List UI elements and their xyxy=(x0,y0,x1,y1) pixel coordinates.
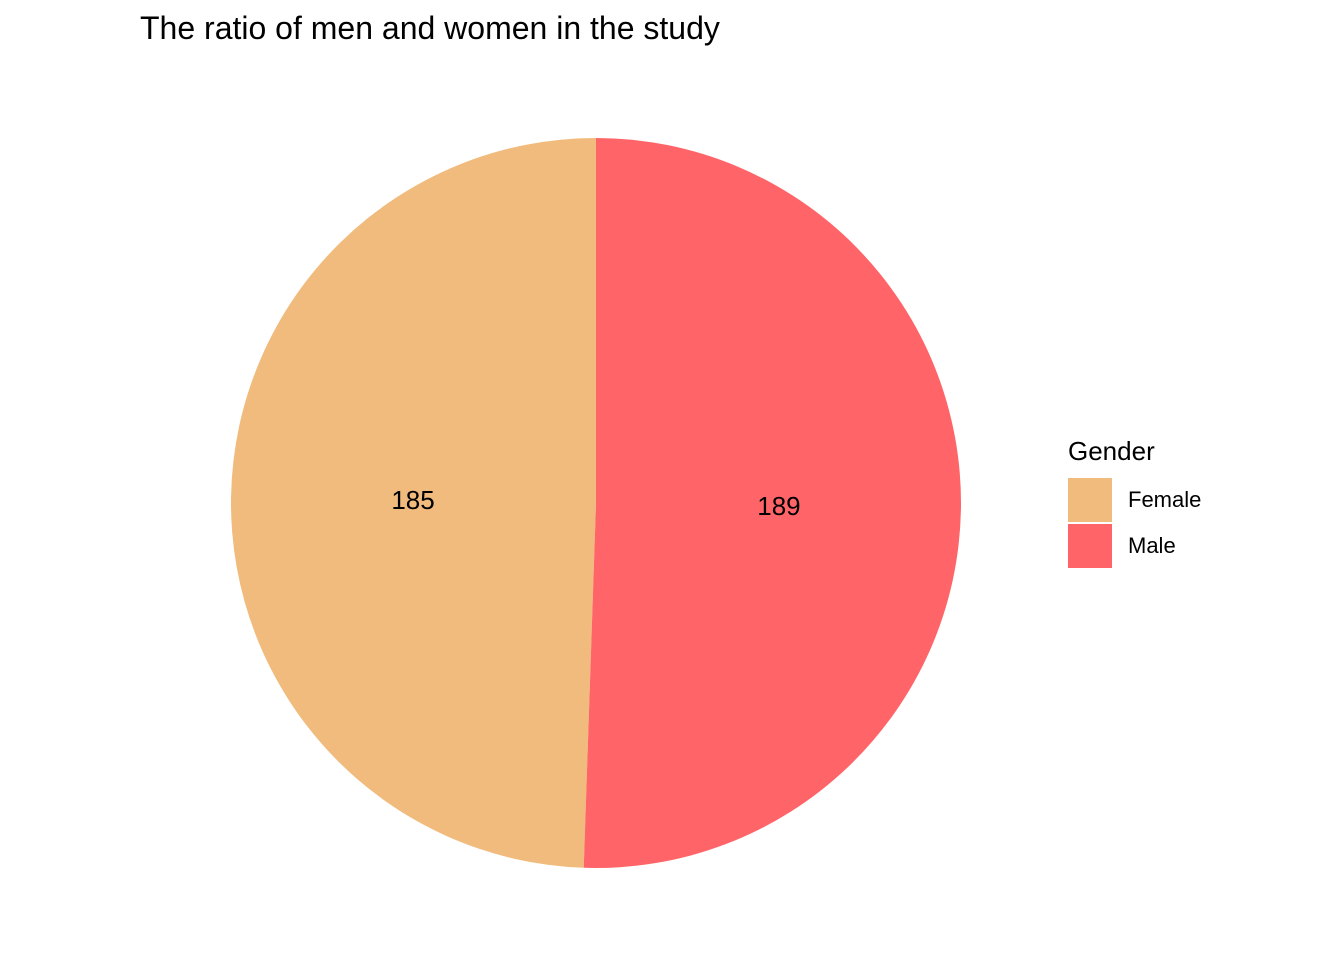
slice-label-female: 185 xyxy=(391,485,434,515)
legend: Gender Female Male xyxy=(1068,436,1201,569)
legend-item-female: Female xyxy=(1068,477,1201,523)
legend-label-female: Female xyxy=(1128,487,1202,512)
chart-title: The ratio of men and women in the study xyxy=(140,10,720,46)
legend-title: Gender xyxy=(1068,436,1155,466)
legend-swatch-male xyxy=(1068,524,1112,568)
legend-item-male: Male xyxy=(1068,523,1201,569)
pie-slice-female xyxy=(231,138,597,868)
legend-label-male: Male xyxy=(1128,533,1176,558)
slice-label-male: 189 xyxy=(757,491,800,521)
pie-slices xyxy=(231,138,961,869)
pie-slice-male xyxy=(583,138,961,869)
pie-slice-labels: 185 189 xyxy=(391,485,800,521)
legend-swatch-female xyxy=(1068,478,1112,522)
